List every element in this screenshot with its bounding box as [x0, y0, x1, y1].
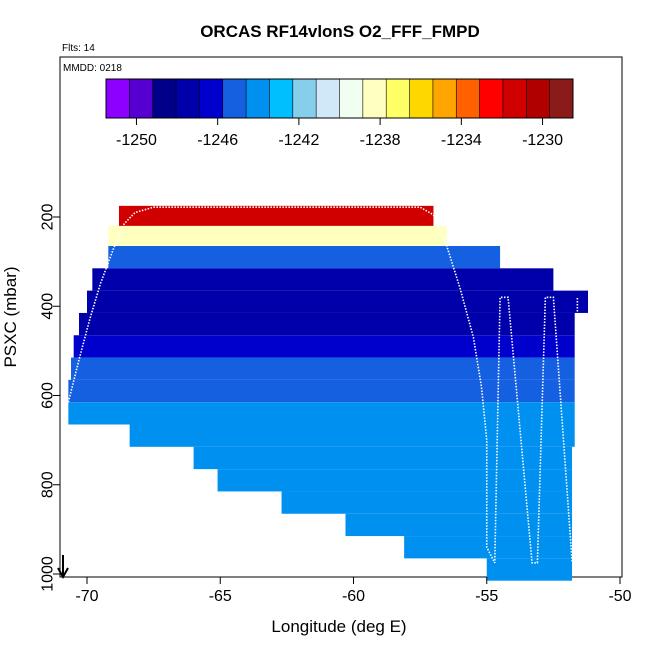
colorbar-swatch	[432, 79, 457, 118]
colorbar-swatch	[339, 79, 364, 118]
y-tick-label: 800	[40, 471, 57, 498]
colorbar-swatch	[129, 79, 154, 118]
colorbar-swatch	[386, 79, 411, 118]
heatmap-row	[79, 312, 575, 336]
colorbar-swatch	[199, 79, 224, 118]
heatmap-row	[73, 335, 575, 358]
colorbar-swatch	[106, 79, 130, 118]
colorbar-swatch	[269, 79, 294, 118]
y-tick-label: 600	[40, 382, 57, 409]
heatmap-row	[404, 536, 573, 559]
heatmap-row	[129, 424, 575, 447]
heatmap-row	[92, 268, 554, 291]
colorbar-tick-label: -1230	[522, 132, 563, 149]
colorbar-swatch	[316, 79, 340, 118]
heatmap-row	[108, 225, 447, 247]
colorbar-swatch	[479, 79, 504, 118]
heatmap-row	[71, 357, 575, 380]
flight-track-layer	[67, 206, 579, 564]
colorbar-tick-label: -1250	[116, 132, 157, 149]
x-tick-label: -65	[209, 588, 232, 605]
heatmap-row	[486, 558, 573, 581]
colorbar-tick-label: -1242	[278, 132, 319, 149]
colorbar-tick-label: -1234	[441, 132, 482, 149]
flights-annotation: Flts: 14	[62, 43, 95, 54]
heatmap-row	[193, 446, 573, 470]
x-tick-label: -50	[608, 588, 631, 605]
heatmap-row	[345, 513, 573, 537]
colorbar-swatch	[152, 79, 177, 118]
y-tick-label: 1000	[40, 556, 57, 592]
colorbar-swatch	[176, 79, 200, 118]
heatmap-row	[281, 491, 573, 514]
heatmap-row	[68, 402, 575, 425]
colorbar-swatch	[502, 79, 527, 118]
colorbar-swatch	[292, 79, 317, 118]
colorbar-frame	[105, 78, 574, 119]
flight-track-line	[67, 206, 579, 564]
colorbar-swatch	[549, 79, 574, 118]
plot-frame	[59, 56, 623, 578]
colorbar-swatch	[246, 79, 270, 118]
y-tick-label: 200	[40, 204, 57, 231]
colorbar-swatch	[456, 79, 481, 118]
colorbar-tick-label: -1238	[360, 132, 401, 149]
x-tick-label: -70	[75, 588, 98, 605]
heatmap-row	[118, 205, 434, 226]
x-tick-label: -55	[475, 588, 498, 605]
heatmap-row	[68, 379, 575, 403]
down-arrow-icon	[57, 555, 69, 580]
colorbar-swatch	[362, 79, 387, 118]
colorbar: -1250 -1246 -1242 -1238 -1234 -1230	[105, 78, 574, 149]
heatmap-row	[87, 290, 589, 313]
heatmap-row	[108, 246, 501, 269]
y-axis-label: PSXC (mbar)	[1, 266, 20, 367]
x-axis-label: Longitude (deg E)	[271, 617, 406, 636]
colorbar-tick-label: -1246	[197, 132, 238, 149]
x-tick-label: -60	[342, 588, 365, 605]
heatmap-layer	[68, 205, 589, 581]
date-annotation: MMDD: 0218	[63, 63, 122, 74]
colorbar-swatch	[409, 79, 434, 118]
heatmap-row	[217, 469, 573, 492]
colorbar-swatch	[526, 79, 551, 118]
colorbar-swatch	[222, 79, 247, 118]
chart-title: ORCAS RF14vlonS O2_FFF_FMPD	[200, 22, 480, 41]
axes: -70 -65 -60 -55 -50 200 400 600 800 1000	[40, 204, 632, 605]
y-tick-label: 400	[40, 293, 57, 320]
